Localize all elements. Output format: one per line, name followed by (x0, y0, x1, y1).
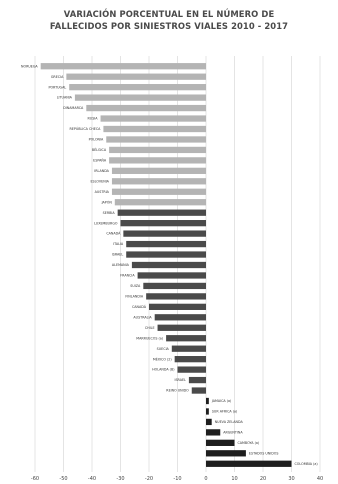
bar-31 (191, 387, 206, 394)
bar-21 (143, 282, 206, 290)
bar-17 (126, 240, 206, 248)
bar-28 (174, 356, 206, 363)
bar-33 (206, 408, 209, 415)
bar-4 (86, 104, 206, 112)
category-label-9: ESPAÑA (93, 157, 107, 162)
bar-13 (114, 199, 206, 206)
x-tick-label-8: 20 (260, 476, 266, 482)
category-label-27: SUECIA (157, 347, 170, 351)
category-label-10: IRLANDA (94, 169, 109, 173)
category-label-1: GRECIA (51, 75, 64, 79)
bar-2 (69, 84, 206, 91)
chart-title-line-1: VARIACIÓN PORCENTUAL EN EL NÚMERO DE (63, 9, 275, 19)
chart-title-line-2: FALLECIDOS POR SINIESTROS VIALES 2010 - … (49, 21, 289, 31)
category-label-13: JAPÓN (101, 199, 113, 204)
category-label-23: CANADÁ (132, 304, 147, 309)
category-label-17: ITALIA (113, 242, 124, 246)
category-label-35: ARGENTINA (223, 430, 243, 434)
category-label-4: DINAMARCA (63, 106, 84, 110)
bar-6 (103, 125, 206, 133)
bar-34 (206, 418, 212, 426)
category-label-37: ESTADOS UNIDOS (249, 451, 279, 455)
bar-5 (100, 115, 206, 122)
bar-29 (177, 366, 206, 373)
bar-10 (111, 167, 206, 174)
category-label-21: SUIZA (130, 284, 141, 288)
category-label-33: SUR AFRICA (a) (212, 410, 237, 414)
category-label-31: REINO UNIDO (166, 389, 189, 393)
category-label-7: POLONIA (89, 138, 104, 142)
bar-22 (146, 293, 206, 300)
category-label-20: FRANCIA (120, 274, 135, 278)
category-label-19: ALEMANIA (112, 263, 130, 267)
bar-30 (188, 376, 206, 384)
bars (40, 63, 292, 467)
bar-12 (111, 188, 206, 195)
x-tick-label-3: -30 (116, 476, 124, 482)
x-tick-label-5: -10 (173, 476, 181, 482)
category-label-3: LITUANIA (57, 96, 73, 100)
bar-19 (131, 261, 206, 269)
category-label-30: ISRAEL (174, 378, 186, 382)
bar-36 (206, 439, 235, 446)
category-label-36: CAMBOYA (a) (238, 441, 260, 445)
category-label-34: NUEVA ZELANDA (215, 420, 244, 424)
bar-24 (154, 314, 206, 321)
category-label-38: COLOMBIA (a) (295, 462, 318, 466)
category-label-2: PORTUGAL (48, 85, 66, 89)
bar-1 (66, 73, 206, 80)
bar-9 (109, 157, 206, 164)
category-label-22: FINLANDIA (125, 294, 143, 298)
category-label-25: CHILE (145, 326, 155, 330)
category-label-32: JAMAICA (a) (211, 399, 231, 403)
bar-23 (149, 303, 206, 310)
x-tick-label-6: 0 (204, 476, 207, 482)
bar-3 (74, 94, 207, 101)
x-tick-label-7: 10 (231, 476, 237, 482)
category-label-6: REPÚBLICA CHECA (70, 126, 102, 131)
bar-14 (117, 209, 206, 216)
bar-16 (123, 230, 206, 237)
category-label-8: BÉLGICA (92, 147, 107, 152)
category-label-15: LUXEMBURGO (94, 221, 118, 225)
category-labels: NORUEGA GRECIA PORTUGAL LITUANIA DINAMARCA RU… (21, 64, 318, 466)
bar-20 (137, 272, 206, 279)
bar-25 (157, 324, 206, 331)
bar-15 (120, 220, 206, 227)
category-label-5: RUSIA (88, 117, 99, 121)
bar-27 (171, 345, 206, 352)
x-tick-label-10: 40 (317, 476, 323, 482)
category-label-16: CANADÁ (106, 231, 121, 236)
category-label-29: HOLANDA (B) (152, 368, 174, 372)
x-tick-label-0: -60 (31, 476, 39, 482)
x-tick-label-9: 30 (288, 476, 294, 482)
bar-26 (166, 335, 206, 342)
bar-37 (206, 450, 246, 457)
category-label-12: AUSTRIA (95, 190, 110, 194)
bar-8 (109, 146, 206, 154)
bar-0 (40, 63, 207, 70)
category-label-26: MARRUECOS (a) (136, 336, 163, 340)
category-label-24: AUSTRALIA (133, 315, 152, 319)
category-label-28: MÉXICO (2) (153, 356, 172, 361)
bar-7 (106, 136, 206, 143)
category-label-0: NORUEGA (21, 64, 38, 68)
category-label-14: SERBIA (103, 211, 116, 215)
category-label-11: ESLOVENIA (90, 179, 109, 183)
bar-18 (126, 251, 206, 258)
x-tick-label-1: -50 (59, 476, 67, 482)
x-tick-label-4: -20 (145, 476, 153, 482)
category-label-18: ISRAEL (112, 253, 124, 257)
x-axis-ticks: -60 -50 -40 -30 -20 -10 0 10 20 30 40 (31, 476, 323, 482)
bar-11 (111, 178, 206, 185)
bar-35 (206, 429, 221, 436)
bar-32 (206, 397, 209, 405)
bar-38 (206, 460, 292, 467)
x-tick-label-2: -40 (88, 476, 96, 482)
